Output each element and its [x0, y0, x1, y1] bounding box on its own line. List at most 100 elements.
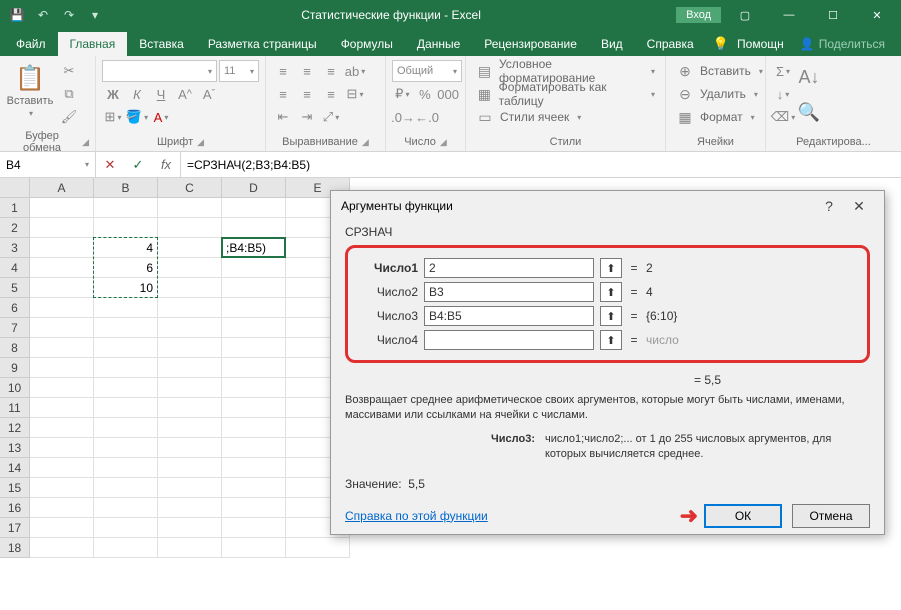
decrease-decimal-button[interactable]: ←.0 [416, 106, 438, 128]
cell[interactable] [222, 478, 286, 498]
column-header[interactable]: D [222, 178, 286, 198]
cell[interactable] [94, 218, 158, 238]
cell[interactable] [158, 398, 222, 418]
increase-decimal-button[interactable]: .0→ [392, 106, 414, 128]
clear-button[interactable]: ⌫▾ [772, 106, 794, 128]
cell[interactable] [158, 418, 222, 438]
row-header[interactable]: 1 [0, 198, 30, 218]
conditional-formatting-button[interactable]: ▤Условное форматирование▾ [472, 60, 659, 82]
cell[interactable] [222, 498, 286, 518]
save-icon[interactable]: 💾 [6, 4, 28, 26]
border-button[interactable]: ⊞▾ [102, 106, 124, 128]
font-size-combo[interactable]: 11▾ [219, 60, 259, 82]
row-header[interactable]: 13 [0, 438, 30, 458]
cell[interactable] [222, 358, 286, 378]
cell[interactable] [286, 538, 350, 558]
tab-help[interactable]: Справка [635, 32, 706, 56]
cell[interactable] [94, 338, 158, 358]
cell[interactable] [158, 218, 222, 238]
paste-button[interactable]: 📋 Вставить ▾ [6, 60, 54, 118]
cell[interactable] [222, 438, 286, 458]
ok-button[interactable]: ОК [704, 504, 782, 528]
cell[interactable] [30, 338, 94, 358]
signin-button[interactable]: Вход [676, 7, 721, 23]
cell[interactable] [222, 538, 286, 558]
cell[interactable] [222, 418, 286, 438]
cell[interactable] [30, 378, 94, 398]
cell[interactable] [158, 198, 222, 218]
cell[interactable] [158, 298, 222, 318]
row-header[interactable]: 6 [0, 298, 30, 318]
delete-cells-button[interactable]: ⊖Удалить▾ [672, 83, 767, 105]
cell[interactable] [30, 478, 94, 498]
cell[interactable] [94, 538, 158, 558]
arg-input[interactable] [424, 330, 594, 350]
enter-formula-button[interactable]: ✓ [124, 157, 152, 173]
increase-indent-button[interactable]: ⇥ [296, 106, 318, 128]
cell[interactable] [158, 238, 222, 258]
row-header[interactable]: 14 [0, 458, 30, 478]
dialog-close-button[interactable]: ✕ [844, 198, 874, 215]
currency-button[interactable]: ₽▾ [392, 83, 413, 105]
cell[interactable] [158, 478, 222, 498]
row-header[interactable]: 10 [0, 378, 30, 398]
comma-button[interactable]: 000 [437, 83, 459, 105]
underline-button[interactable]: Ч [150, 83, 172, 105]
cell[interactable] [158, 338, 222, 358]
cell[interactable] [94, 298, 158, 318]
tab-insert[interactable]: Вставка [127, 32, 196, 56]
cell[interactable] [30, 238, 94, 258]
cell[interactable] [158, 438, 222, 458]
cut-icon[interactable]: ✂ [58, 60, 80, 82]
cancel-button[interactable]: Отмена [792, 504, 870, 528]
cell[interactable] [222, 218, 286, 238]
cell[interactable] [94, 198, 158, 218]
minimize-button[interactable]: — [769, 0, 809, 30]
format-cells-button[interactable]: ▦Формат▾ [672, 106, 767, 128]
font-name-combo[interactable]: ▾ [102, 60, 217, 82]
cell[interactable]: 4 [94, 238, 158, 258]
cell[interactable] [94, 418, 158, 438]
bold-button[interactable]: Ж [102, 83, 124, 105]
cell[interactable] [30, 458, 94, 478]
cell[interactable] [222, 398, 286, 418]
share-button[interactable]: 👤 Поделиться [792, 34, 893, 54]
cell[interactable] [222, 518, 286, 538]
cell[interactable] [158, 378, 222, 398]
decrease-indent-button[interactable]: ⇤ [272, 106, 294, 128]
cell[interactable] [30, 538, 94, 558]
dialog-help-button[interactable]: ? [814, 198, 844, 214]
cell[interactable] [94, 498, 158, 518]
cell[interactable] [94, 438, 158, 458]
autosum-button[interactable]: Σ▾ [772, 60, 794, 82]
row-header[interactable]: 8 [0, 338, 30, 358]
align-right-button[interactable]: ≡ [320, 83, 342, 105]
cell[interactable] [30, 258, 94, 278]
font-color-button[interactable]: A▾ [150, 106, 172, 128]
cell[interactable] [30, 298, 94, 318]
cell[interactable]: 6 [94, 258, 158, 278]
cell[interactable] [94, 378, 158, 398]
cell[interactable] [158, 278, 222, 298]
tell-me[interactable]: Помощн [733, 32, 788, 56]
row-header[interactable]: 4 [0, 258, 30, 278]
align-bottom-button[interactable]: ≡ [320, 60, 342, 82]
arg-input[interactable]: 2 [424, 258, 594, 278]
collapse-dialog-icon[interactable]: ⬆ [600, 282, 622, 302]
cell[interactable] [94, 398, 158, 418]
tab-view[interactable]: Вид [589, 32, 635, 56]
cancel-formula-button[interactable]: ✕ [96, 157, 124, 173]
align-left-button[interactable]: ≡ [272, 83, 294, 105]
cell[interactable] [222, 278, 286, 298]
insert-cells-button[interactable]: ⊕Вставить▾ [672, 60, 767, 82]
fill-button[interactable]: ↓▾ [772, 83, 794, 105]
fx-icon[interactable]: fx [152, 157, 180, 172]
qat-dropdown-icon[interactable]: ▾ [84, 4, 106, 26]
merge-button[interactable]: ⊟▾ [344, 83, 366, 105]
fill-color-button[interactable]: 🪣▾ [126, 106, 148, 128]
number-format-combo[interactable]: Общий▾ [392, 60, 462, 82]
cell[interactable] [94, 358, 158, 378]
tab-formulas[interactable]: Формулы [329, 32, 405, 56]
percent-button[interactable]: % [415, 83, 436, 105]
cell[interactable] [222, 318, 286, 338]
